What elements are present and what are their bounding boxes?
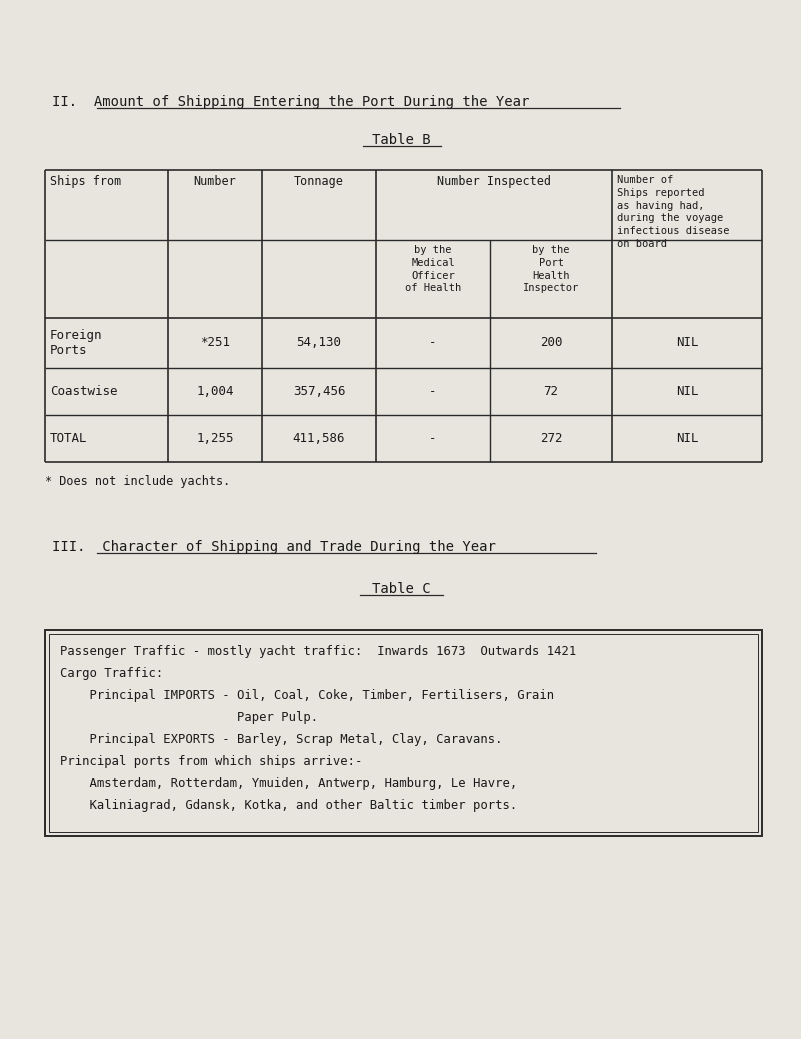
Text: II.  Amount of Shipping Entering the Port During the Year: II. Amount of Shipping Entering the Port… — [52, 95, 529, 109]
Text: *251: *251 — [200, 337, 230, 349]
Text: Principal EXPORTS - Barley, Scrap Metal, Clay, Caravans.: Principal EXPORTS - Barley, Scrap Metal,… — [60, 732, 502, 746]
Text: -: - — [429, 385, 437, 398]
Text: Tonnage: Tonnage — [294, 175, 344, 188]
Text: * Does not include yachts.: * Does not include yachts. — [45, 475, 230, 488]
Text: Kaliniagrad, Gdansk, Kotka, and other Baltic timber ports.: Kaliniagrad, Gdansk, Kotka, and other Ba… — [60, 799, 517, 812]
Text: Passenger Traffic - mostly yacht traffic:  Inwards 1673  Outwards 1421: Passenger Traffic - mostly yacht traffic… — [60, 645, 576, 658]
Text: 272: 272 — [540, 432, 562, 445]
Bar — [45, 630, 762, 836]
Text: III.  Character of Shipping and Trade During the Year: III. Character of Shipping and Trade Dur… — [52, 540, 496, 554]
Text: by the
Port
Health
Inspector: by the Port Health Inspector — [523, 245, 579, 293]
Text: TOTAL: TOTAL — [50, 432, 87, 445]
Text: 1,255: 1,255 — [196, 432, 234, 445]
Text: Number: Number — [194, 175, 236, 188]
Text: Number Inspected: Number Inspected — [437, 175, 551, 188]
Text: Amsterdam, Rotterdam, Ymuiden, Antwerp, Hamburg, Le Havre,: Amsterdam, Rotterdam, Ymuiden, Antwerp, … — [60, 777, 517, 790]
Text: NIL: NIL — [676, 337, 698, 349]
Text: NIL: NIL — [676, 385, 698, 398]
Text: Paper Pulp.: Paper Pulp. — [60, 711, 318, 724]
Text: Number of
Ships reported
as having had,
during the voyage
infectious disease
on : Number of Ships reported as having had, … — [617, 175, 730, 249]
Text: Ships from: Ships from — [50, 175, 121, 188]
Text: Principal ports from which ships arrive:-: Principal ports from which ships arrive:… — [60, 755, 362, 768]
Text: 200: 200 — [540, 337, 562, 349]
Text: Cargo Traffic:: Cargo Traffic: — [60, 667, 163, 680]
Text: 411,586: 411,586 — [292, 432, 345, 445]
Text: 357,456: 357,456 — [292, 385, 345, 398]
Text: NIL: NIL — [676, 432, 698, 445]
Text: 54,130: 54,130 — [296, 337, 341, 349]
Text: Coastwise: Coastwise — [50, 385, 118, 398]
Text: 72: 72 — [544, 385, 558, 398]
Text: by the
Medical
Officer
of Health: by the Medical Officer of Health — [405, 245, 461, 293]
Bar — [49, 634, 758, 832]
Text: Table B: Table B — [372, 133, 430, 146]
Text: Table C: Table C — [372, 582, 430, 596]
Text: -: - — [429, 337, 437, 349]
Text: Foreign
Ports: Foreign Ports — [50, 328, 103, 357]
Text: Principal IMPORTS - Oil, Coal, Coke, Timber, Fertilisers, Grain: Principal IMPORTS - Oil, Coal, Coke, Tim… — [60, 689, 554, 702]
Text: -: - — [429, 432, 437, 445]
Text: 1,004: 1,004 — [196, 385, 234, 398]
